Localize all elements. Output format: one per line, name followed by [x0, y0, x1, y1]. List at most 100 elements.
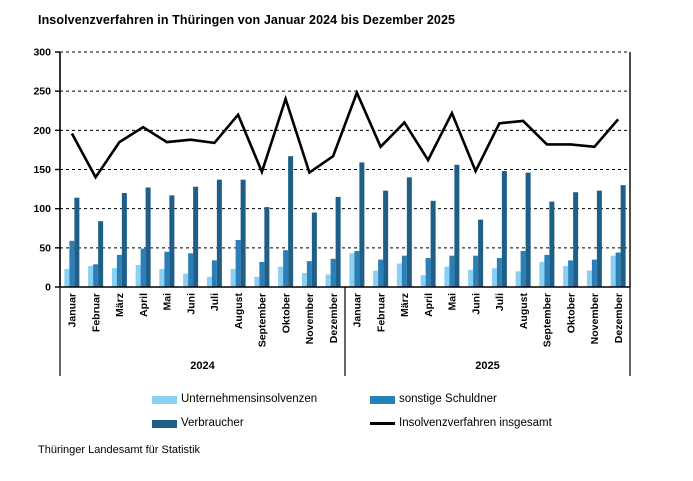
x-tick-label: Juli — [209, 293, 221, 311]
bar-sonstige-schuldner — [354, 250, 360, 287]
x-tick-label: August — [233, 293, 245, 330]
bar-sonstige-schuldner — [425, 258, 431, 287]
legend-label: sonstige Schuldner — [399, 393, 497, 405]
bar-unternehmensinsolvenzen — [396, 263, 402, 287]
bar-verbraucher — [193, 186, 199, 287]
bar-unternehmensinsolvenzen — [301, 272, 307, 287]
bar-sonstige-schuldner — [520, 250, 526, 287]
bar-unternehmensinsolvenzen — [135, 265, 141, 287]
legend-item-sonstige-schuldner: sonstige Schuldner — [370, 393, 552, 406]
bar-verbraucher — [383, 190, 389, 287]
bar-verbraucher — [121, 193, 127, 287]
legend-label: Unternehmensinsolvenzen — [181, 393, 318, 405]
x-tick-label: März — [114, 293, 126, 317]
bar-unternehmensinsolvenzen — [420, 275, 426, 287]
bar-verbraucher — [311, 212, 317, 287]
x-tick-label: Januar — [352, 293, 364, 327]
y-tick-label: 100 — [33, 203, 51, 215]
year-label: 2024 — [190, 360, 215, 372]
bar-verbraucher — [216, 179, 222, 287]
bar-unternehmensinsolvenzen — [88, 265, 94, 287]
bar-unternehmensinsolvenzen — [159, 268, 165, 287]
y-tick-label: 300 — [33, 47, 51, 59]
legend-label: Verbraucher — [181, 417, 244, 429]
legend-swatch-insgesamt-line — [370, 422, 395, 425]
bar-verbraucher — [573, 192, 579, 287]
bar-unternehmensinsolvenzen — [64, 268, 70, 287]
x-tick-label: August — [518, 293, 530, 330]
y-tick-label: 50 — [39, 242, 51, 254]
x-tick-label: März — [399, 293, 411, 317]
bar-sonstige-schuldner — [568, 260, 574, 287]
bar-sonstige-schuldner — [378, 259, 384, 287]
bar-sonstige-schuldner — [544, 254, 550, 287]
x-tick-label: April — [423, 293, 435, 317]
bar-verbraucher — [501, 171, 507, 287]
y-tick-label: 0 — [45, 282, 51, 294]
x-tick-label: Mai — [447, 293, 459, 311]
bar-sonstige-schuldner — [93, 264, 99, 287]
bar-unternehmensinsolvenzen — [349, 253, 355, 287]
bar-unternehmensinsolvenzen — [254, 276, 260, 287]
x-tick-label: Juli — [494, 293, 506, 311]
bar-unternehmensinsolvenzen — [610, 255, 616, 287]
x-tick-label: Februar — [90, 293, 102, 332]
bar-sonstige-schuldner — [140, 248, 146, 287]
bar-verbraucher — [406, 177, 412, 287]
x-tick-label: Januar — [67, 293, 79, 327]
legend: Unternehmensinsolvenzen sonstige Schuldn… — [152, 393, 552, 430]
x-tick-label: Februar — [375, 293, 387, 332]
legend-item-unternehmensinsolvenzen: Unternehmensinsolvenzen — [152, 393, 370, 406]
bar-unternehmensinsolvenzen — [563, 265, 569, 287]
bar-verbraucher — [74, 197, 80, 287]
bar-verbraucher — [454, 164, 460, 287]
legend-swatch-verbraucher — [152, 419, 177, 428]
bar-unternehmensinsolvenzen — [183, 273, 189, 287]
bar-verbraucher — [335, 196, 341, 287]
x-tick-label: Oktober — [280, 293, 292, 333]
bar-unternehmensinsolvenzen — [515, 271, 521, 287]
bar-verbraucher — [169, 195, 175, 287]
x-tick-label: Juni — [185, 293, 197, 315]
x-tick-label: September — [257, 293, 269, 347]
bar-sonstige-schuldner — [401, 255, 407, 287]
bar-sonstige-schuldner — [164, 251, 170, 287]
x-tick-label: Dezember — [328, 293, 340, 343]
bar-sonstige-schuldner — [449, 255, 455, 287]
bar-verbraucher — [359, 162, 365, 287]
x-tick-label: April — [138, 293, 150, 317]
bar-verbraucher — [478, 219, 484, 287]
bar-sonstige-schuldner — [306, 261, 312, 287]
bar-sonstige-schuldner — [69, 240, 75, 287]
bar-verbraucher — [288, 156, 294, 287]
bar-unternehmensinsolvenzen — [468, 269, 474, 287]
bar-unternehmensinsolvenzen — [325, 274, 331, 287]
source-note: Thüringer Landesamt für Statistik — [38, 444, 201, 456]
bar-unternehmensinsolvenzen — [444, 266, 450, 287]
bar-sonstige-schuldner — [283, 250, 289, 287]
x-tick-label: Mai — [162, 293, 174, 311]
bar-unternehmensinsolvenzen — [373, 270, 379, 287]
chart-title: Insolvenzverfahren in Thüringen von Janu… — [38, 13, 456, 27]
y-tick-label: 250 — [33, 86, 51, 98]
legend-item-verbraucher: Verbraucher — [152, 417, 370, 430]
year-label: 2025 — [475, 360, 499, 372]
legend-label: Insolvenzverfahren insgesamt — [399, 417, 552, 429]
bar-sonstige-schuldner — [473, 255, 479, 287]
bar-verbraucher — [98, 221, 104, 287]
bar-verbraucher — [525, 172, 531, 287]
y-tick-label: 200 — [33, 125, 51, 137]
x-tick-label: Dezember — [613, 293, 625, 343]
bar-sonstige-schuldner — [615, 252, 621, 287]
bar-sonstige-schuldner — [211, 260, 217, 287]
bar-sonstige-schuldner — [116, 254, 122, 287]
legend-swatch-sonstige-schuldner — [370, 395, 395, 404]
x-tick-label: Oktober — [565, 293, 577, 333]
bar-sonstige-schuldner — [330, 258, 336, 287]
bar-sonstige-schuldner — [235, 240, 241, 287]
x-tick-label: Juni — [470, 293, 482, 315]
bar-verbraucher — [264, 207, 270, 287]
bar-verbraucher — [145, 187, 151, 287]
bar-unternehmensinsolvenzen — [539, 261, 545, 287]
